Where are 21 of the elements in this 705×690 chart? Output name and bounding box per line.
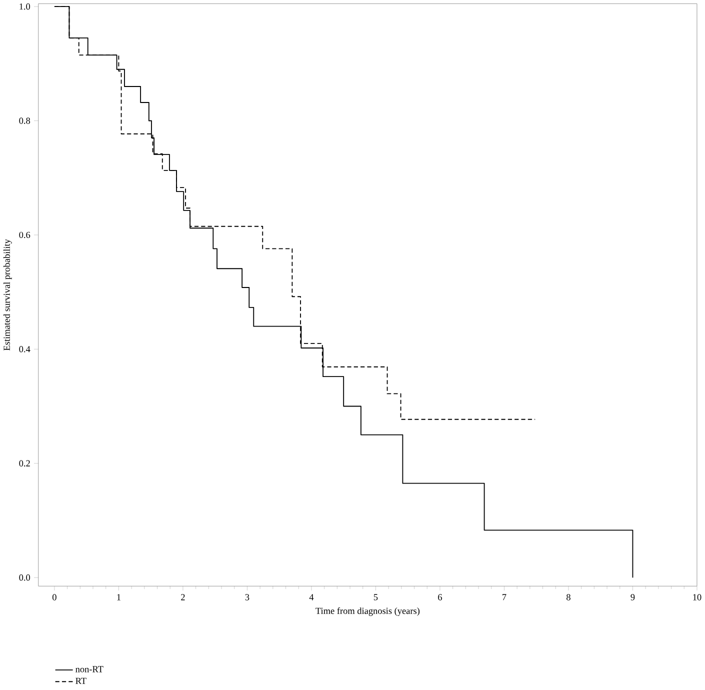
y-tick-label: 0.2 — [19, 460, 30, 467]
y-tick-label: 0.6 — [19, 232, 30, 238]
x-tick-label: 0 — [52, 594, 56, 601]
x-axis-title: Time from diagnosis (years) — [316, 608, 420, 616]
y-tick-label: 0.8 — [19, 118, 30, 124]
x-tick-label: 7 — [502, 594, 506, 600]
x-tick-label: 2 — [181, 594, 185, 600]
y-tick-label: 0.0 — [19, 574, 30, 581]
x-tick-label: 10 — [693, 594, 702, 601]
x-tick-label: 6 — [438, 594, 442, 601]
x-tick-label: 1 — [117, 594, 120, 600]
x-tick-label: 4 — [309, 594, 314, 600]
x-tick-label: 5 — [374, 594, 378, 601]
y-axis-title: Estimated survival probability — [3, 239, 12, 351]
y-tick-label: 1.0 — [20, 4, 30, 10]
legend-label: RT — [76, 678, 86, 684]
legend-label: non-RT — [76, 666, 104, 673]
x-tick-label: 9 — [630, 594, 635, 601]
x-tick-label: 3 — [245, 594, 250, 601]
x-tick-label: 8 — [566, 594, 570, 601]
y-tick-label: 0.4 — [19, 346, 30, 353]
